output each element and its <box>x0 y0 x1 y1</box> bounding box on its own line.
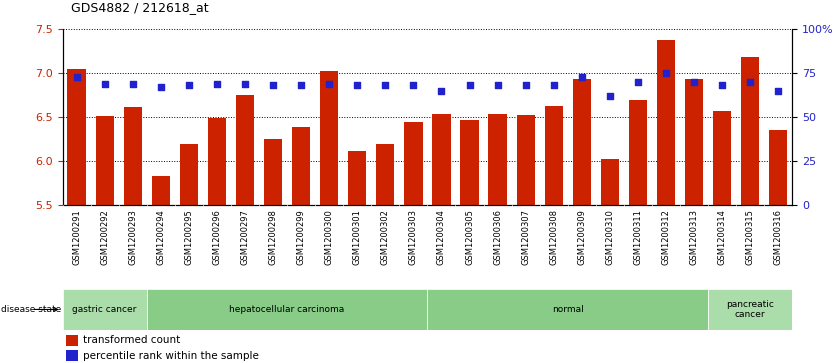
Point <box>407 82 420 88</box>
Point <box>350 82 364 88</box>
Point <box>239 81 252 86</box>
Bar <box>516 115 535 205</box>
Bar <box>348 151 366 205</box>
Text: GSM1200310: GSM1200310 <box>605 209 615 265</box>
Bar <box>208 118 226 205</box>
Bar <box>68 69 86 205</box>
Bar <box>427 289 708 330</box>
Text: GSM1200311: GSM1200311 <box>634 209 642 265</box>
Text: percentile rank within the sample: percentile rank within the sample <box>83 351 259 361</box>
Bar <box>147 289 427 330</box>
Text: GSM1200294: GSM1200294 <box>156 209 165 265</box>
Bar <box>657 40 675 205</box>
Point <box>463 82 476 88</box>
Bar <box>629 100 647 205</box>
Point <box>210 81 224 86</box>
Bar <box>573 79 591 205</box>
Text: GSM1200301: GSM1200301 <box>353 209 362 265</box>
Bar <box>66 335 78 346</box>
Bar <box>180 144 198 205</box>
Bar <box>545 106 563 205</box>
Text: GSM1200302: GSM1200302 <box>381 209 389 265</box>
Bar <box>741 57 759 205</box>
Text: GSM1200299: GSM1200299 <box>297 209 305 265</box>
Text: GDS4882 / 212618_at: GDS4882 / 212618_at <box>71 1 208 15</box>
Bar <box>489 114 507 205</box>
Text: GSM1200306: GSM1200306 <box>493 209 502 265</box>
Bar <box>152 176 170 205</box>
Text: GSM1200314: GSM1200314 <box>717 209 726 265</box>
Bar <box>460 120 479 205</box>
Bar <box>685 79 703 205</box>
Text: normal: normal <box>552 305 584 314</box>
Point <box>575 74 589 79</box>
Bar <box>600 159 619 205</box>
Bar <box>292 127 310 205</box>
Bar <box>96 116 113 205</box>
Text: pancreatic
cancer: pancreatic cancer <box>726 300 774 319</box>
Text: GSM1200309: GSM1200309 <box>577 209 586 265</box>
Bar <box>264 139 282 205</box>
Text: GSM1200297: GSM1200297 <box>240 209 249 265</box>
Text: gastric cancer: gastric cancer <box>73 305 137 314</box>
Point <box>716 82 729 88</box>
Text: GSM1200307: GSM1200307 <box>521 209 530 265</box>
Point <box>660 70 673 76</box>
Point <box>98 81 111 86</box>
Text: GSM1200315: GSM1200315 <box>746 209 755 265</box>
Text: GSM1200298: GSM1200298 <box>269 209 278 265</box>
Bar <box>769 130 787 205</box>
Text: GSM1200305: GSM1200305 <box>465 209 474 265</box>
Text: disease state: disease state <box>1 305 62 314</box>
Text: GSM1200292: GSM1200292 <box>100 209 109 265</box>
Point <box>631 79 645 85</box>
Point <box>519 82 532 88</box>
Point <box>379 82 392 88</box>
Text: GSM1200296: GSM1200296 <box>213 209 221 265</box>
Point <box>294 82 308 88</box>
Point <box>323 81 336 86</box>
Text: transformed count: transformed count <box>83 335 180 345</box>
Bar <box>376 144 394 205</box>
Point <box>547 82 560 88</box>
Point <box>771 88 785 94</box>
Point <box>744 79 757 85</box>
Point <box>603 93 616 99</box>
Bar <box>404 122 423 205</box>
Bar <box>63 289 147 330</box>
Bar <box>432 114 450 205</box>
Bar <box>236 95 254 205</box>
Text: GSM1200300: GSM1200300 <box>324 209 334 265</box>
Bar <box>66 350 78 362</box>
Bar <box>320 71 339 205</box>
Point <box>70 74 83 79</box>
Point <box>154 84 168 90</box>
Bar <box>123 107 142 205</box>
Point <box>182 82 195 88</box>
Text: GSM1200304: GSM1200304 <box>437 209 446 265</box>
Point <box>266 82 279 88</box>
Text: GSM1200295: GSM1200295 <box>184 209 193 265</box>
Text: GSM1200303: GSM1200303 <box>409 209 418 265</box>
Bar <box>708 289 792 330</box>
Text: GSM1200313: GSM1200313 <box>690 209 699 265</box>
Bar <box>713 111 731 205</box>
Text: GSM1200312: GSM1200312 <box>661 209 671 265</box>
Text: GSM1200308: GSM1200308 <box>550 209 558 265</box>
Point <box>126 81 139 86</box>
Text: GSM1200316: GSM1200316 <box>774 209 783 265</box>
Point <box>491 82 505 88</box>
Point <box>435 88 448 94</box>
Point <box>687 79 701 85</box>
Text: GSM1200291: GSM1200291 <box>72 209 81 265</box>
Text: hepatocellular carcinoma: hepatocellular carcinoma <box>229 305 344 314</box>
Text: GSM1200293: GSM1200293 <box>128 209 138 265</box>
